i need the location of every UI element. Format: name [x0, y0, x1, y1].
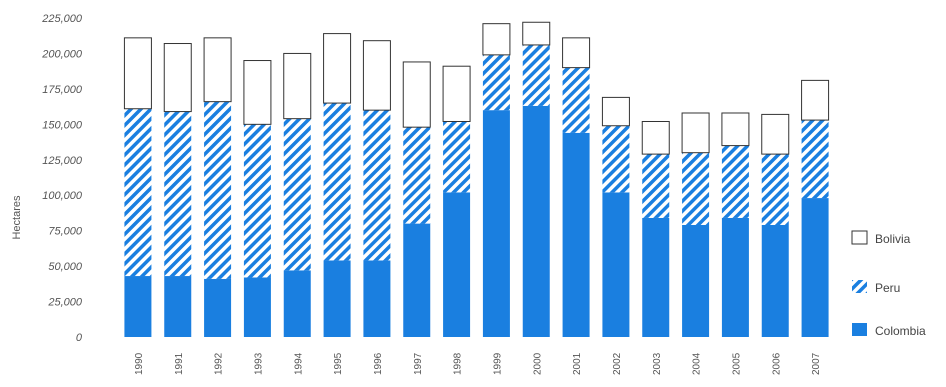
- y-tick-label: 150,000: [42, 119, 83, 131]
- bar-bolivia-2001: [562, 37, 591, 69]
- x-tick-label: 2003: [652, 352, 663, 375]
- bar-peru-2000: [522, 44, 550, 106]
- bar-peru-1994: [283, 118, 311, 271]
- x-tick-label: 1991: [174, 352, 185, 375]
- legend-swatch-bolivia: [851, 230, 868, 245]
- bar-peru-1997: [403, 127, 431, 224]
- y-tick-label: 225,000: [41, 13, 83, 25]
- bar-bolivia-1994: [283, 52, 312, 120]
- bar-colombia-1999: [482, 110, 510, 338]
- x-tick-label: 1998: [453, 352, 464, 375]
- x-tick-label: 2000: [532, 352, 543, 375]
- bar-peru-1996: [363, 110, 391, 261]
- y-tick-label: 175,000: [42, 84, 83, 96]
- bar-colombia-1992: [204, 278, 232, 337]
- x-tick-label: 1996: [373, 352, 384, 375]
- bar-bolivia-1991: [163, 43, 192, 113]
- bar-colombia-1994: [283, 270, 311, 337]
- bar-peru-2003: [642, 154, 670, 218]
- bar-colombia-2006: [761, 224, 789, 337]
- bar-colombia-1990: [124, 276, 152, 337]
- y-axis-title: Hectares: [11, 195, 23, 240]
- legend-label-bolivia: Bolivia: [875, 232, 911, 246]
- bar-bolivia-1995: [323, 33, 352, 104]
- y-tick-label: 125,000: [42, 155, 83, 167]
- bar-colombia-1995: [323, 260, 351, 337]
- y-tick-label: 100,000: [42, 190, 83, 202]
- x-tick-label: 2001: [572, 352, 583, 375]
- bar-peru-1995: [323, 103, 351, 261]
- bar-bolivia-1990: [123, 37, 152, 110]
- bar-peru-1992: [204, 101, 232, 279]
- bar-colombia-2007: [801, 198, 829, 337]
- x-tick-label: 2004: [692, 352, 703, 375]
- x-tick-label: 1999: [492, 352, 503, 375]
- bar-peru-2007: [801, 120, 829, 199]
- bar-colombia-2005: [721, 217, 749, 337]
- bar-colombia-1997: [403, 223, 431, 337]
- bar-colombia-2002: [602, 192, 630, 337]
- legend: Bolivia Peru Colombia: [851, 230, 926, 338]
- bar-bolivia-2005: [721, 112, 750, 147]
- legend-label-peru: Peru: [875, 281, 900, 295]
- legend-swatch-colombia: [852, 323, 867, 336]
- bar-colombia-1998: [443, 192, 471, 337]
- bar-peru-1993: [243, 124, 271, 278]
- bar-bolivia-1999: [482, 23, 511, 56]
- bar-bolivia-2006: [761, 113, 790, 155]
- bar-bolivia-1996: [362, 40, 391, 111]
- x-tick-label: 2005: [731, 352, 742, 375]
- bar-colombia-1996: [363, 260, 391, 337]
- y-tick-label: 0: [76, 332, 83, 344]
- bar-bolivia-2007: [801, 79, 830, 121]
- x-tick-label: 2002: [612, 352, 623, 375]
- bar-bolivia-1997: [402, 61, 431, 128]
- bar-bolivia-1992: [203, 37, 232, 103]
- bar-colombia-2004: [682, 224, 710, 337]
- bar-peru-2006: [761, 154, 789, 225]
- bar-peru-2004: [682, 152, 710, 225]
- bar-peru-1999: [482, 54, 510, 111]
- x-tick-label: 1997: [413, 352, 424, 375]
- bar-bolivia-2002: [601, 96, 630, 127]
- y-tick-label: 50,000: [48, 261, 83, 273]
- bar-bolivia-2000: [522, 21, 551, 46]
- bar-peru-2005: [721, 145, 749, 218]
- bar-colombia-2000: [522, 105, 550, 337]
- y-tick-label: 200,000: [41, 48, 83, 60]
- bar-peru-1998: [443, 121, 471, 193]
- bar-peru-2002: [602, 125, 630, 193]
- bar-peru-1990: [124, 108, 152, 277]
- legend-label-colombia: Colombia: [875, 324, 926, 338]
- y-tick-label: 25,000: [47, 297, 83, 309]
- bars: [123, 21, 830, 338]
- x-tick-label: 2007: [811, 352, 822, 375]
- y-axis: 0 25,000 50,000 75,000 100,000 125,000 150,000…: [41, 13, 83, 344]
- bar-bolivia-2003: [641, 120, 670, 155]
- bar-colombia-2003: [642, 217, 670, 337]
- bar-bolivia-2004: [681, 112, 710, 154]
- bar-peru-1991: [164, 111, 192, 277]
- x-tick-label: 1990: [134, 352, 145, 375]
- x-tick-label: 1992: [214, 352, 225, 375]
- y-tick-label: 75,000: [48, 226, 83, 238]
- x-tick-label: 1995: [333, 352, 344, 375]
- bar-colombia-2001: [562, 132, 590, 337]
- bar-colombia-1991: [164, 276, 192, 337]
- bar-colombia-1993: [243, 277, 271, 337]
- legend-swatch-peru: [852, 280, 867, 293]
- bar-bolivia-1993: [243, 60, 272, 125]
- bar-peru-2001: [562, 67, 590, 133]
- x-axis: 1990 1991 1992 1993 1994 1995 1996 1997 1998 1999…: [134, 352, 822, 375]
- bar-bolivia-1998: [442, 65, 471, 122]
- x-tick-label: 2006: [771, 352, 782, 375]
- x-tick-label: 1994: [293, 352, 304, 375]
- x-tick-label: 1993: [253, 352, 264, 375]
